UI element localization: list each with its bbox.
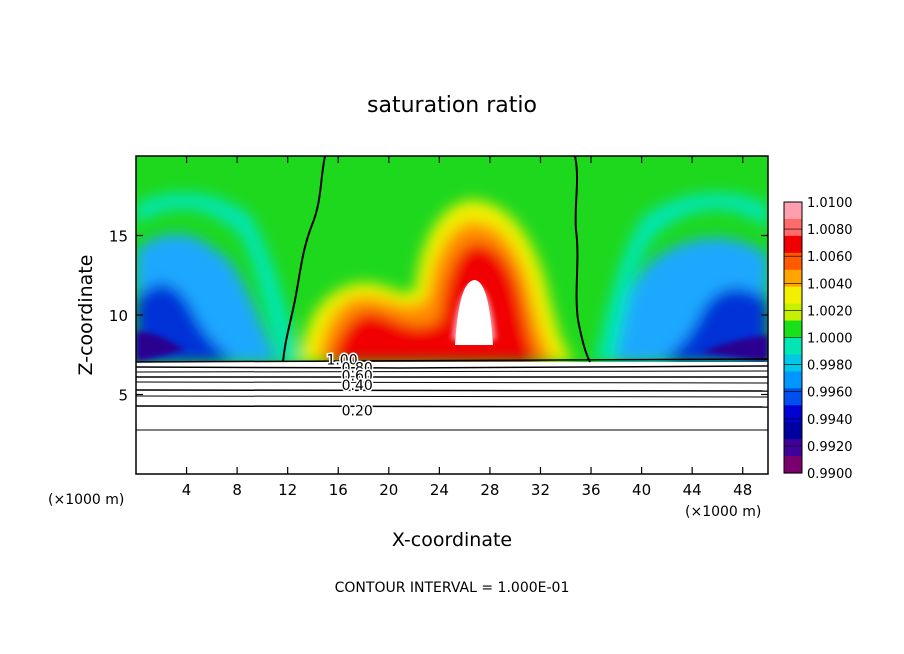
saturation-field <box>136 156 768 474</box>
contour-line-030 <box>136 395 768 398</box>
colorbar-swatch <box>784 354 802 372</box>
contour-line-right-boundary <box>574 156 591 363</box>
x-tick-label: 24 <box>430 481 449 499</box>
contour-label: 0.60 <box>342 368 373 384</box>
colorbar-label: 0.9940 <box>807 413 853 428</box>
colorbar-swatch <box>784 269 802 288</box>
colorbar-label: 0.9900 <box>807 467 853 482</box>
colorbar-swatch <box>784 303 802 322</box>
colorbar-swatch <box>784 422 802 440</box>
x-tick-label: 4 <box>182 481 192 499</box>
x-tick-label: 40 <box>632 481 651 499</box>
lower-white-layer <box>136 362 768 474</box>
contour-line-070 <box>136 370 768 373</box>
colorbar: 1.0100 1.0080 1.0060 1.0040 1.0020 1.0000 0.99… <box>783 196 853 482</box>
colorbar-swatch <box>784 235 802 254</box>
dry-edge-right <box>700 335 768 362</box>
x-tick-label: 8 <box>232 481 242 499</box>
colorbar-label: 1.0020 <box>807 304 853 319</box>
colorbar-swatch <box>784 320 802 339</box>
colorbar-label: 1.0100 <box>807 196 853 211</box>
colorbar-label: 0.9920 <box>807 440 853 455</box>
x-tick-label: 28 <box>480 481 499 499</box>
right-cyan-band <box>595 193 768 362</box>
colorbar-label: 1.0060 <box>807 250 853 265</box>
x-axis: 4 8 12 16 20 24 28 32 36 40 44 48 <box>182 156 752 499</box>
colorbar-swatch <box>784 337 802 356</box>
contour-label: 1.00 <box>326 353 357 369</box>
colorbar-label: 1.0080 <box>807 223 853 238</box>
colorbar-label: 0.9980 <box>807 359 853 374</box>
colorbar-swatch <box>784 252 802 271</box>
x-tick-label: 36 <box>581 481 600 499</box>
x-unit-right: (×1000 m) <box>685 504 761 520</box>
contour-line-100 <box>136 358 768 363</box>
colorbar-swatch <box>784 371 802 389</box>
y-axis: 5 10 15 <box>109 228 768 405</box>
contour-label: 0.20 <box>342 403 373 419</box>
x-tick-label: 44 <box>683 481 702 499</box>
colorbar-label: 1.0040 <box>807 277 853 292</box>
chart-title: saturation ratio <box>367 93 537 118</box>
contour-line-left-boundary <box>282 156 326 363</box>
x-tick-label: 20 <box>379 481 398 499</box>
colorbar-swatch <box>784 218 802 237</box>
y-tick-label: 5 <box>118 387 128 405</box>
x-axis-label: X-coordinate <box>392 529 512 551</box>
contour-interval-label: CONTOUR INTERVAL = 1.000E-01 <box>335 580 570 596</box>
x-tick-label: 32 <box>531 481 550 499</box>
x-tick-label: 12 <box>278 481 297 499</box>
contour-label: 0.40 <box>342 378 373 394</box>
dry-edge-left <box>136 331 185 362</box>
y-axis-label: Z-coordinate <box>75 255 97 376</box>
contour-labels: 1.000.800.600.40 0.20 <box>325 351 374 421</box>
colorbar-swatch <box>784 388 802 406</box>
contour-line-040 <box>136 389 768 392</box>
colorbar-swatch <box>784 439 802 457</box>
colorbar-swatch <box>784 202 802 220</box>
contour-line-020 <box>136 405 768 408</box>
contour-label: 0.80 <box>342 360 373 376</box>
left-cyan-band <box>136 193 300 362</box>
colorbar-swatch <box>784 456 802 474</box>
colorbar-swatch <box>784 405 802 423</box>
x-tick-label: 16 <box>329 481 348 499</box>
x-tick-label: 48 <box>733 481 752 499</box>
contour-line-080 <box>136 365 768 369</box>
y-tick-label: 15 <box>109 228 128 246</box>
colorbar-swatch <box>784 286 802 305</box>
x-unit-left: (×1000 m) <box>48 492 124 508</box>
y-tick-label: 10 <box>109 307 128 325</box>
lower-contour-set <box>136 358 768 431</box>
white-core <box>455 280 493 345</box>
colorbar-label: 1.0000 <box>807 332 853 347</box>
colorbar-label: 0.9960 <box>807 386 853 401</box>
contour-line-050 <box>136 381 768 384</box>
